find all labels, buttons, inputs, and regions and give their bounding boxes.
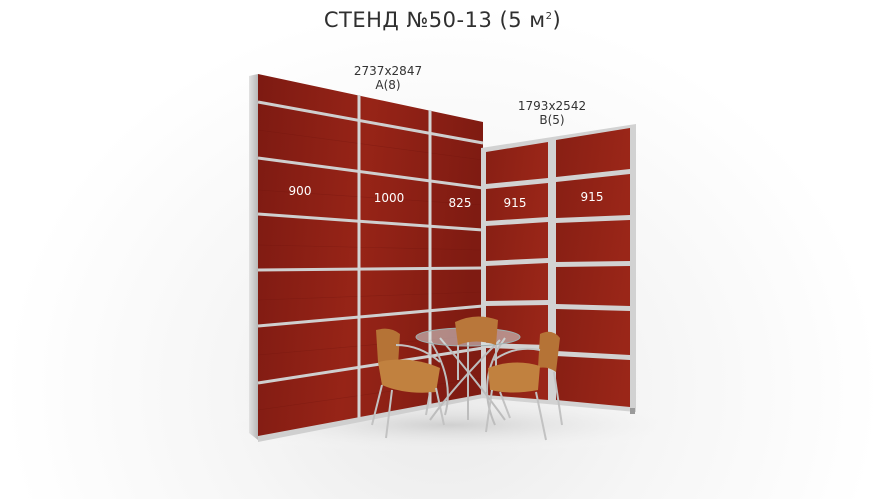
title-text: СТЕНД №50-13 (5 м bbox=[323, 8, 546, 32]
wall-b-dimensions: 1793x2542 bbox=[517, 99, 587, 113]
wall-a-edge bbox=[249, 74, 258, 440]
chair-left bbox=[371, 328, 445, 439]
wall-a-face bbox=[258, 74, 483, 440]
table-legs bbox=[429, 336, 506, 426]
wall-a-width-3: 825 bbox=[449, 196, 472, 210]
wall-b-width-2: 915 bbox=[581, 190, 604, 204]
chair-right bbox=[485, 331, 563, 441]
wall-a-width-1: 900 bbox=[289, 184, 312, 198]
table-and-chairs bbox=[371, 316, 563, 441]
wall-a-posts bbox=[357, 95, 432, 420]
title-closing: ) bbox=[552, 8, 562, 32]
wall-a-rails bbox=[257, 100, 484, 385]
wall-b-caption: 1793x2542 B(5) bbox=[507, 99, 597, 127]
wall-a: 900 1000 825 bbox=[249, 74, 484, 442]
wall-b-right-panels bbox=[556, 128, 630, 407]
title-superscript: 2 bbox=[545, 11, 553, 22]
wall-b-foot bbox=[630, 408, 635, 414]
wall-b-width-1: 915 bbox=[504, 196, 527, 210]
wall-a-code: A(8) bbox=[375, 78, 401, 92]
wall-a-width-2: 1000 bbox=[374, 191, 405, 205]
wall-a-dimensions: 2737x2847 bbox=[353, 64, 423, 78]
wall-b-code: B(5) bbox=[539, 113, 565, 127]
wall-a-caption: 2737x2847 A(8) bbox=[343, 64, 433, 92]
page-title: СТЕНД №50-13 (5 м2) bbox=[0, 8, 885, 32]
